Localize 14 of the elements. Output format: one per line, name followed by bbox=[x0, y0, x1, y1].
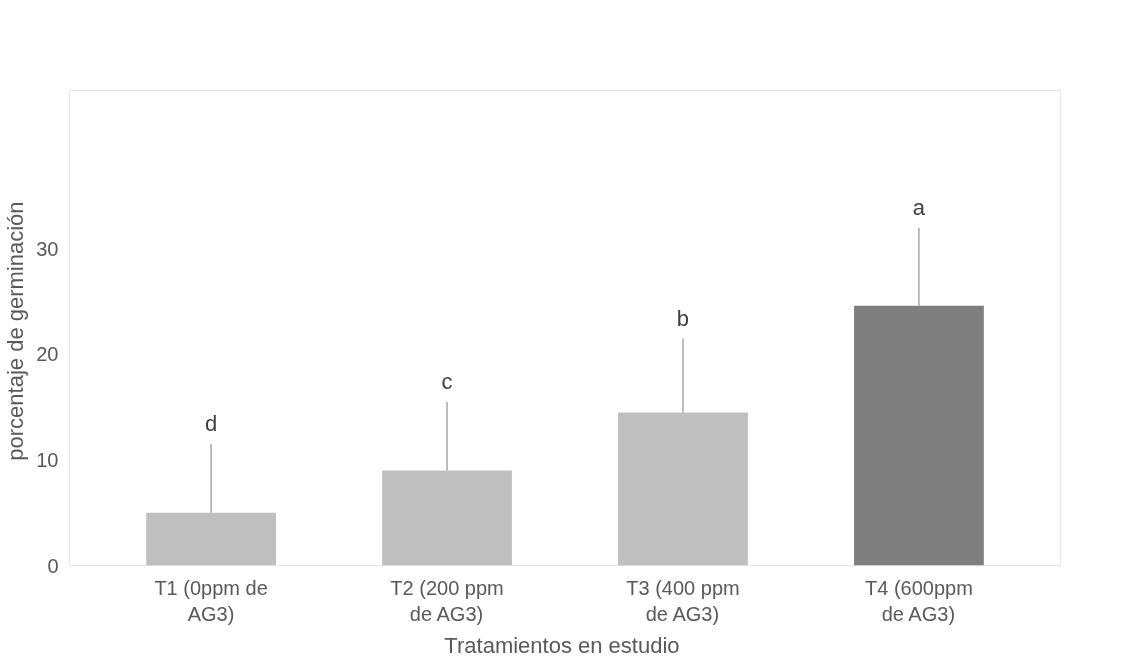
y-axis-title: porcentaje de germinación bbox=[3, 201, 29, 461]
x-tick-label: T1 (0ppm de AG3) bbox=[154, 576, 268, 625]
x-tick-label: T3 (400 ppm de AG3) bbox=[626, 576, 740, 625]
x-tick-label: T2 (200 ppm de AG3) bbox=[390, 576, 504, 625]
x-axis-title: Tratamientos en estudio bbox=[444, 632, 680, 658]
annotation: c bbox=[441, 368, 453, 394]
annotation: d bbox=[204, 411, 218, 437]
annotation: a bbox=[912, 194, 926, 220]
y-tick-label: 0 bbox=[47, 554, 59, 577]
x-tick-label: T4 (600ppm de AG3) bbox=[865, 576, 973, 625]
y-tick-label: 20 bbox=[36, 343, 59, 366]
annotation: b bbox=[676, 305, 690, 331]
y-tick-label: 10 bbox=[36, 448, 59, 471]
y-tick-label: 30 bbox=[36, 237, 59, 260]
